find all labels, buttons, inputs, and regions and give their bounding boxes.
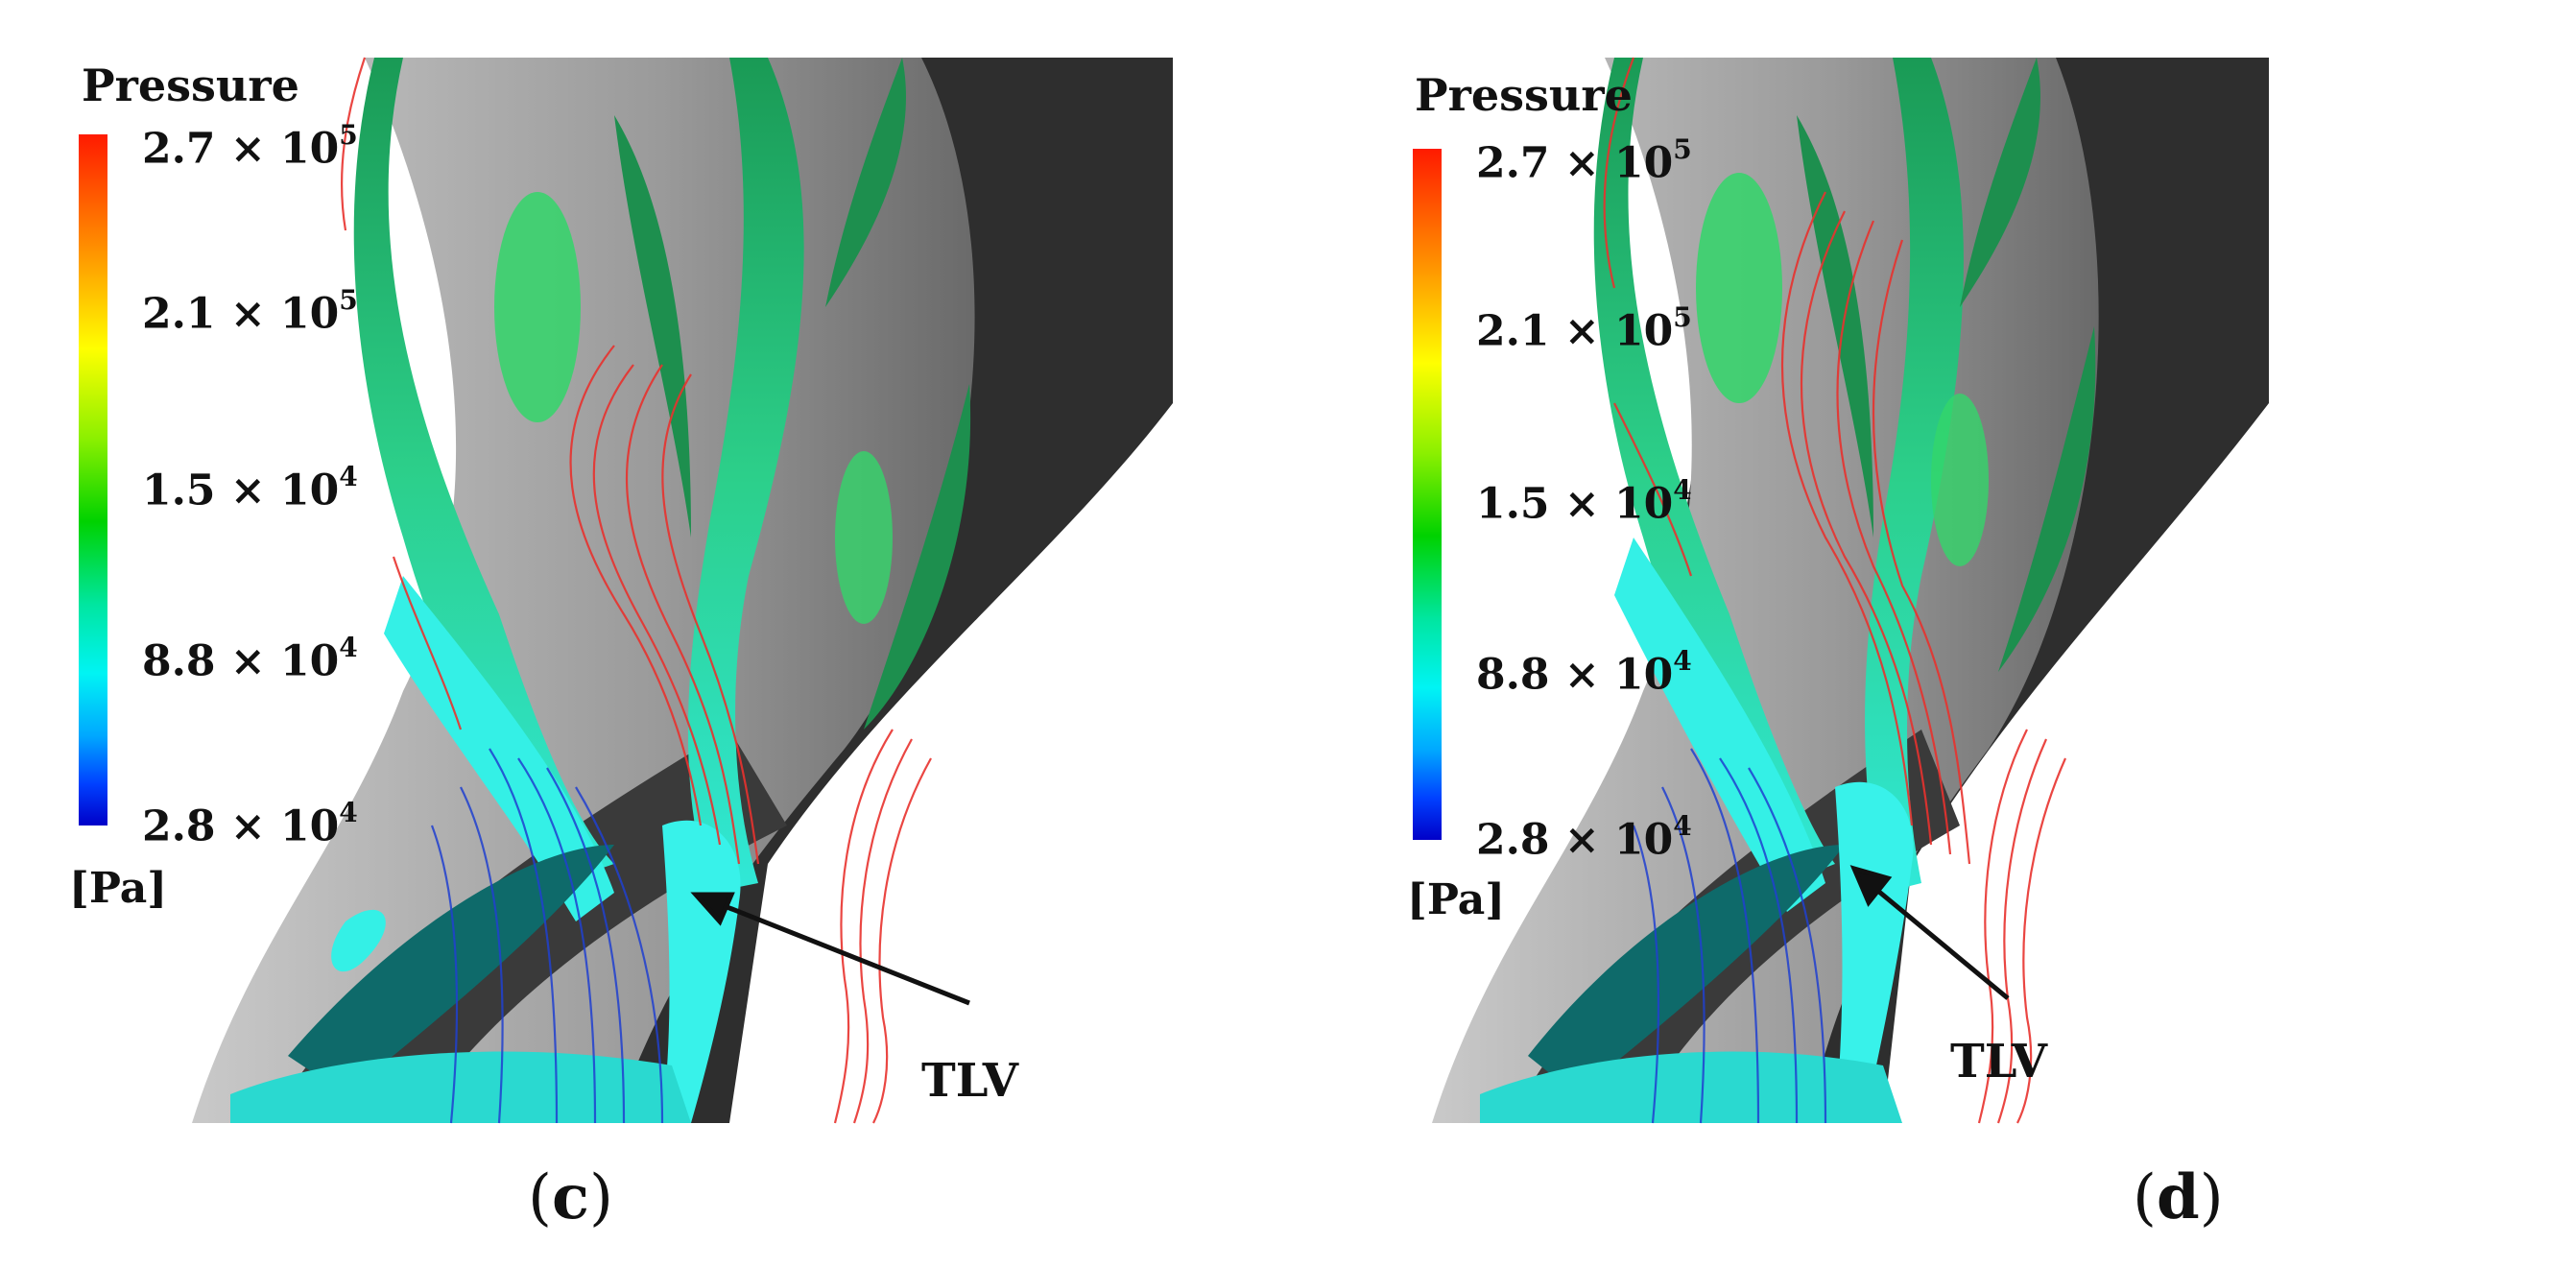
blue-streamlines <box>430 748 664 1124</box>
vortex-spike-1 <box>614 115 691 538</box>
colorbar-tick: 2.1 × 105 <box>1476 301 1692 356</box>
panel-label: (d) <box>2133 1161 2224 1233</box>
cyan-sheet-left <box>1614 538 1825 912</box>
panel-d: Pressure 2.7 × 105 2.1 × 105 1.5 × 104 8… <box>1288 0 2576 1268</box>
red-streamlines <box>1603 57 2067 1124</box>
cfd-render-d <box>1432 57 2269 1124</box>
cfd-render-c <box>192 57 1173 1124</box>
red-streamlines <box>340 57 932 1124</box>
green-patch <box>1696 173 1782 403</box>
colorbar-tick: 1.5 × 104 <box>1476 474 1692 529</box>
vortex-band-mid <box>1865 58 1964 893</box>
pressure-colorbar <box>79 134 107 825</box>
panel-label: (c) <box>528 1161 613 1233</box>
vortex-spike-3 <box>1960 58 2040 307</box>
cyan-wedge <box>1528 845 1845 1094</box>
colorbar-tick: 2.8 × 104 <box>142 797 358 851</box>
green-patch-2 <box>1931 394 1989 566</box>
legend-unit: [Pa] <box>69 864 168 913</box>
colorbar-tick: 2.1 × 105 <box>142 284 358 339</box>
tlv-arrow <box>690 892 970 1006</box>
green-patch-2 <box>835 451 893 624</box>
legend-title: Pressure <box>1415 69 1633 121</box>
colorbar-tick: 2.7 × 105 <box>142 119 358 174</box>
blue-streamlines <box>1632 748 1827 1124</box>
legend-title: Pressure <box>82 60 299 111</box>
colorbar-tick: 8.8 × 104 <box>1476 645 1692 700</box>
colorbar-tick: 2.7 × 105 <box>1476 133 1692 188</box>
cyan-base <box>230 1051 691 1123</box>
legend-unit: [Pa] <box>1407 875 1506 924</box>
vortex-spike-2 <box>1998 326 2096 672</box>
colorbar-tick: 1.5 × 104 <box>142 461 358 515</box>
tlv-annotation: TLV <box>921 1054 1019 1108</box>
tlv-arrow <box>1849 865 2010 1000</box>
tlv-annotation: TLV <box>1950 1035 2048 1089</box>
vortex-spike-2 <box>864 384 971 730</box>
cyan-wedge <box>288 845 614 1094</box>
vortex-spike-3 <box>825 58 906 307</box>
pressure-colorbar <box>1413 149 1442 840</box>
colorbar-tick: 2.8 × 104 <box>1476 810 1692 865</box>
vortex-spike-1 <box>1797 115 1873 538</box>
green-patch <box>494 192 581 422</box>
cyan-blob <box>331 909 386 972</box>
colorbar-tick: 8.8 × 104 <box>142 632 358 686</box>
panel-c: Pressure 2.7 × 105 2.1 × 105 1.5 × 104 8… <box>69 57 1173 1233</box>
vortex-band-mid <box>687 58 804 893</box>
